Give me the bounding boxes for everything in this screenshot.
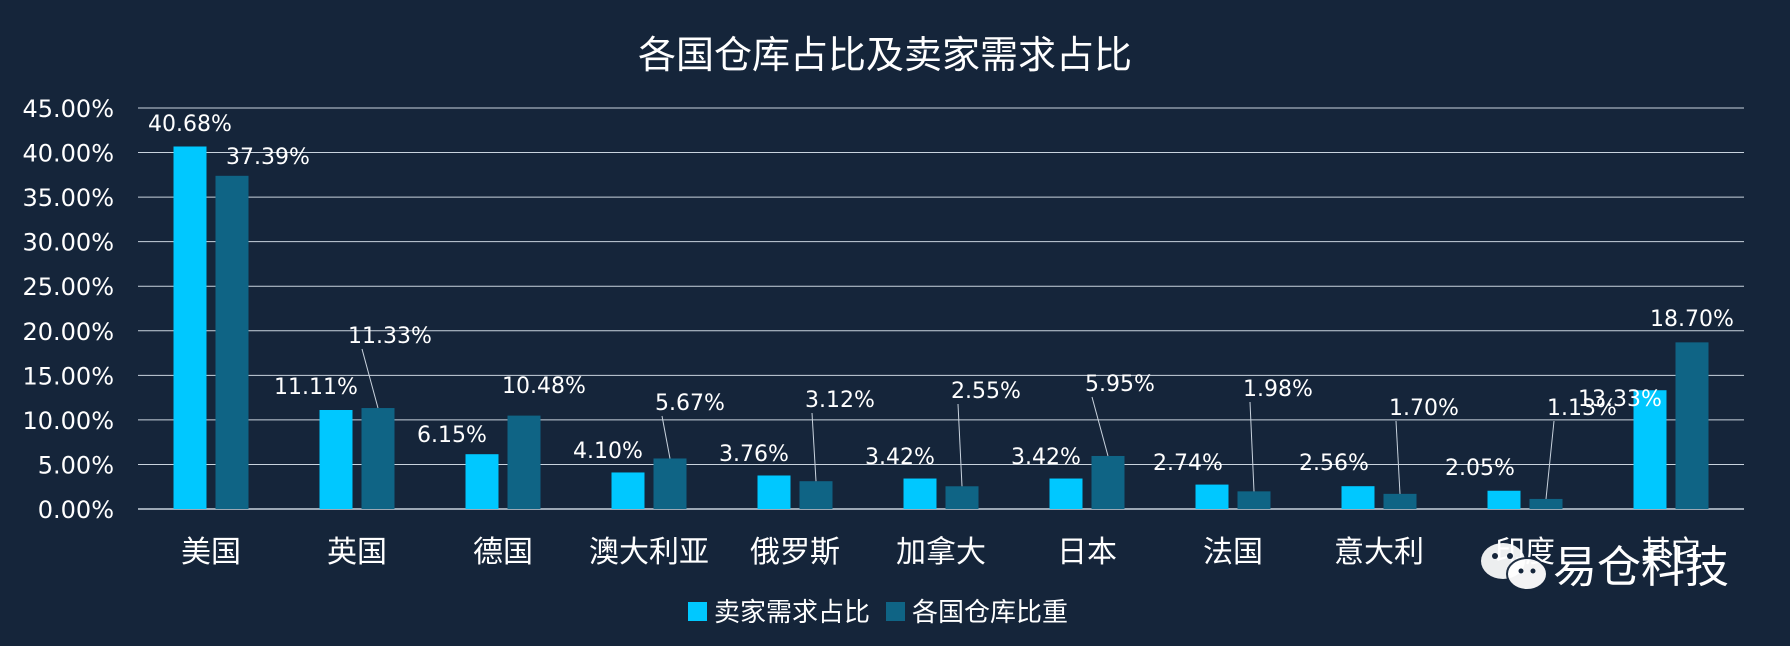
bar-seller-demand bbox=[1633, 390, 1667, 509]
bar-warehouse-share bbox=[945, 486, 979, 509]
legend-label-seller-demand: 卖家需求占比 bbox=[714, 598, 870, 628]
x-axis-ticks: 美国 英国 德国 澳大利亚 俄罗斯 加拿大 日本 法国 意大利 印度 其它 bbox=[181, 535, 1701, 570]
chart-title: 各国仓库占比及卖家需求占比 bbox=[638, 33, 1132, 77]
leader-lines-layer bbox=[361, 348, 1555, 499]
bar-seller-demand bbox=[319, 409, 353, 509]
bar-warehouse-share bbox=[1237, 491, 1271, 509]
data-label: 11.33% bbox=[348, 324, 432, 349]
leader-line bbox=[957, 403, 963, 487]
data-label: 3.42% bbox=[1011, 445, 1081, 470]
bar-warehouse-share bbox=[653, 458, 687, 509]
y-tick-label: 25.00% bbox=[22, 273, 114, 301]
data-labels-layer: 40.68% 37.39% 11.11% 11.33% 6.15% 10.48% 4.10%… bbox=[148, 112, 1734, 481]
leader-line bbox=[361, 348, 379, 409]
y-axis-ticks: 0.00% 5.00% 10.00% 15.00% 20.00% 25.00% 30.00%… bbox=[22, 95, 114, 524]
bar-warehouse-share bbox=[799, 481, 833, 509]
data-label: 3.42% bbox=[865, 445, 935, 470]
watermark: 易仓科技 bbox=[1481, 542, 1729, 593]
x-tick-label: 意大利 bbox=[1334, 535, 1424, 570]
y-tick-label: 10.00% bbox=[22, 407, 114, 435]
leader-line bbox=[1545, 420, 1555, 499]
x-tick-label: 英国 bbox=[327, 535, 387, 570]
bars-layer bbox=[173, 146, 1709, 510]
bar-seller-demand bbox=[465, 454, 499, 509]
x-tick-label: 美国 bbox=[181, 535, 241, 570]
bar-warehouse-share bbox=[1529, 498, 1563, 509]
data-label: 1.70% bbox=[1389, 396, 1459, 421]
bar-warehouse-share bbox=[1091, 455, 1125, 509]
data-label: 1.98% bbox=[1243, 377, 1313, 402]
x-tick-label: 澳大利亚 bbox=[589, 535, 709, 570]
data-label: 2.05% bbox=[1445, 456, 1515, 481]
legend-label-warehouse-share: 各国仓库比重 bbox=[912, 598, 1068, 628]
data-label: 10.48% bbox=[502, 374, 586, 399]
y-tick-label: 40.00% bbox=[22, 140, 114, 168]
data-label: 11.11% bbox=[274, 375, 358, 400]
data-label: 2.55% bbox=[951, 379, 1021, 404]
y-tick-label: 15.00% bbox=[22, 362, 114, 390]
leader-line bbox=[811, 412, 817, 482]
bar-warehouse-share bbox=[215, 175, 249, 510]
wechat-icon bbox=[1481, 543, 1548, 591]
leader-line bbox=[661, 415, 671, 459]
leader-line bbox=[1249, 401, 1255, 492]
watermark-text: 易仓科技 bbox=[1553, 542, 1729, 593]
y-tick-label: 20.00% bbox=[22, 318, 114, 346]
bar-seller-demand bbox=[1487, 490, 1521, 509]
data-label: 18.70% bbox=[1650, 307, 1734, 332]
grid-layer bbox=[138, 107, 1744, 510]
bar-warehouse-share bbox=[361, 408, 395, 509]
bar-seller-demand bbox=[1341, 486, 1375, 509]
y-tick-label: 0.00% bbox=[38, 496, 114, 524]
bar-seller-demand bbox=[757, 475, 791, 509]
bar-warehouse-share bbox=[507, 415, 541, 509]
y-tick-label: 35.00% bbox=[22, 184, 114, 212]
bar-seller-demand bbox=[903, 478, 937, 509]
x-tick-label: 俄罗斯 bbox=[750, 535, 840, 570]
data-label: 37.39% bbox=[226, 145, 310, 170]
legend-swatch-warehouse-share bbox=[886, 602, 905, 621]
y-tick-label: 45.00% bbox=[22, 95, 114, 123]
y-tick-label: 5.00% bbox=[38, 451, 114, 479]
data-label: 4.10% bbox=[573, 439, 643, 464]
data-label: 40.68% bbox=[148, 112, 232, 137]
bar-seller-demand bbox=[1049, 478, 1083, 509]
legend-swatch-seller-demand bbox=[688, 602, 707, 621]
data-label: 5.67% bbox=[655, 391, 725, 416]
data-label: 13.33% bbox=[1578, 387, 1662, 412]
bar-seller-demand bbox=[1195, 484, 1229, 509]
x-tick-label: 加拿大 bbox=[896, 535, 986, 570]
bar-warehouse-share bbox=[1675, 342, 1709, 509]
x-tick-label: 日本 bbox=[1057, 535, 1117, 570]
bar-seller-demand bbox=[611, 472, 645, 509]
data-label: 3.12% bbox=[805, 388, 875, 413]
x-tick-label: 法国 bbox=[1203, 535, 1263, 570]
data-label: 2.56% bbox=[1299, 451, 1369, 476]
data-label: 3.76% bbox=[719, 442, 789, 467]
data-label: 1.13% bbox=[1547, 396, 1617, 421]
legend: 卖家需求占比 各国仓库比重 bbox=[688, 598, 1068, 628]
x-tick-label: 德国 bbox=[473, 535, 533, 570]
leader-line bbox=[1395, 420, 1401, 494]
bar-seller-demand bbox=[173, 146, 207, 509]
bar-warehouse-share bbox=[1383, 493, 1417, 509]
x-tick-label: 其它 bbox=[1641, 535, 1701, 570]
leader-line bbox=[1091, 396, 1109, 457]
data-label: 5.95% bbox=[1085, 372, 1155, 397]
data-label: 2.74% bbox=[1153, 451, 1223, 476]
data-label: 6.15% bbox=[417, 423, 487, 448]
y-tick-label: 30.00% bbox=[22, 229, 114, 257]
